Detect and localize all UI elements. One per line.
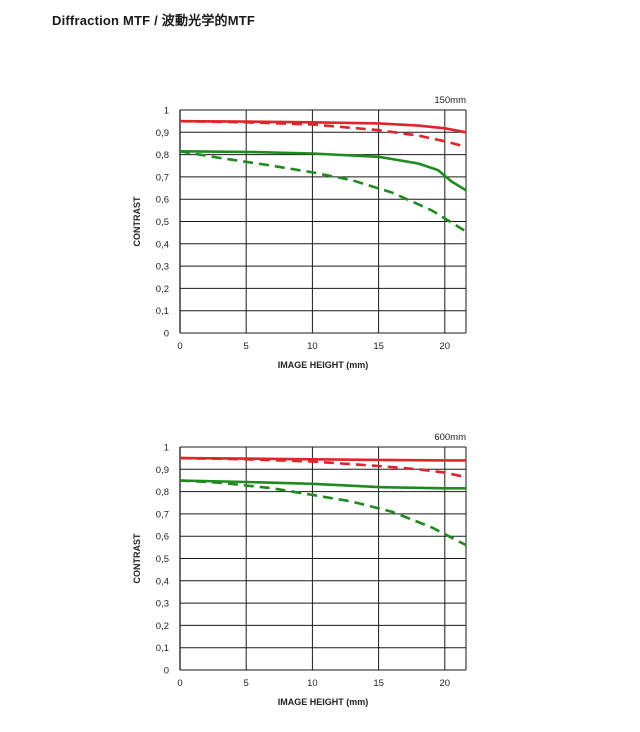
x-tick-label: 0 — [177, 678, 182, 689]
y-tick-label: 0,2 — [156, 284, 169, 295]
mtf-chart-0: 00,10,20,30,40,50,60,70,80,910 5 10 15 20150… — [132, 95, 467, 370]
y-tick-label: 0 — [164, 329, 169, 340]
focal-length-label: 600mm — [434, 432, 466, 443]
series-green-dashed-line — [179, 479, 467, 547]
y-tick-label: 0,7 — [156, 509, 169, 520]
x-tick-label: 5 — [244, 341, 249, 352]
series-green-dashed-line — [179, 150, 467, 233]
y-tick-label: 1 — [164, 443, 169, 454]
y-tick-label: 0 — [164, 666, 169, 677]
y-tick-label: 0,6 — [156, 532, 169, 543]
y-tick-label: 0,7 — [156, 172, 169, 183]
y-tick-label: 0,4 — [156, 576, 169, 587]
y-tick-label: 0,6 — [156, 195, 169, 206]
y-tick-label: 0,1 — [156, 306, 169, 317]
x-tick-label: 10 — [307, 341, 318, 352]
y-axis-title: CONTRAST — [132, 196, 142, 246]
y-tick-label: 0,5 — [156, 217, 169, 228]
focal-length-label: 150mm — [434, 95, 466, 106]
y-tick-label: 0,1 — [156, 643, 169, 654]
x-tick-label: 20 — [440, 678, 451, 689]
y-tick-label: 1 — [164, 106, 169, 117]
series-green-solid-line — [179, 150, 467, 192]
x-tick-label: 15 — [373, 341, 384, 352]
y-tick-label: 0,3 — [156, 599, 169, 610]
series-red-solid-line — [179, 119, 467, 134]
y-axis-title: CONTRAST — [132, 533, 142, 583]
x-tick-label: 20 — [440, 341, 451, 352]
series-green-solid-line — [179, 479, 466, 490]
y-tick-label: 0,8 — [156, 487, 169, 498]
y-tick-label: 0,9 — [156, 128, 169, 139]
series-red-solid-line — [179, 456, 466, 462]
y-tick-label: 0,9 — [156, 465, 169, 476]
x-axis-title: IMAGE HEIGHT (mm) — [278, 697, 369, 707]
series-red-dashed-line — [179, 119, 467, 149]
y-tick-label: 0,2 — [156, 621, 169, 632]
x-tick-label: 15 — [373, 678, 384, 689]
mtf-chart-1: 00,10,20,30,40,50,60,70,80,910 5 10 15 20600… — [132, 432, 467, 707]
page-title: Diffraction MTF / 波動光学的MTF — [52, 13, 256, 28]
y-tick-label: 0,5 — [156, 554, 169, 565]
x-tick-label: 5 — [244, 678, 249, 689]
y-tick-label: 0,3 — [156, 262, 169, 273]
x-axis-title: IMAGE HEIGHT (mm) — [278, 360, 369, 370]
x-tick-label: 0 — [177, 341, 182, 352]
y-tick-label: 0,8 — [156, 150, 169, 161]
series-red-dashed-line — [179, 456, 467, 479]
y-tick-label: 0,4 — [156, 239, 169, 250]
x-tick-label: 10 — [307, 678, 318, 689]
